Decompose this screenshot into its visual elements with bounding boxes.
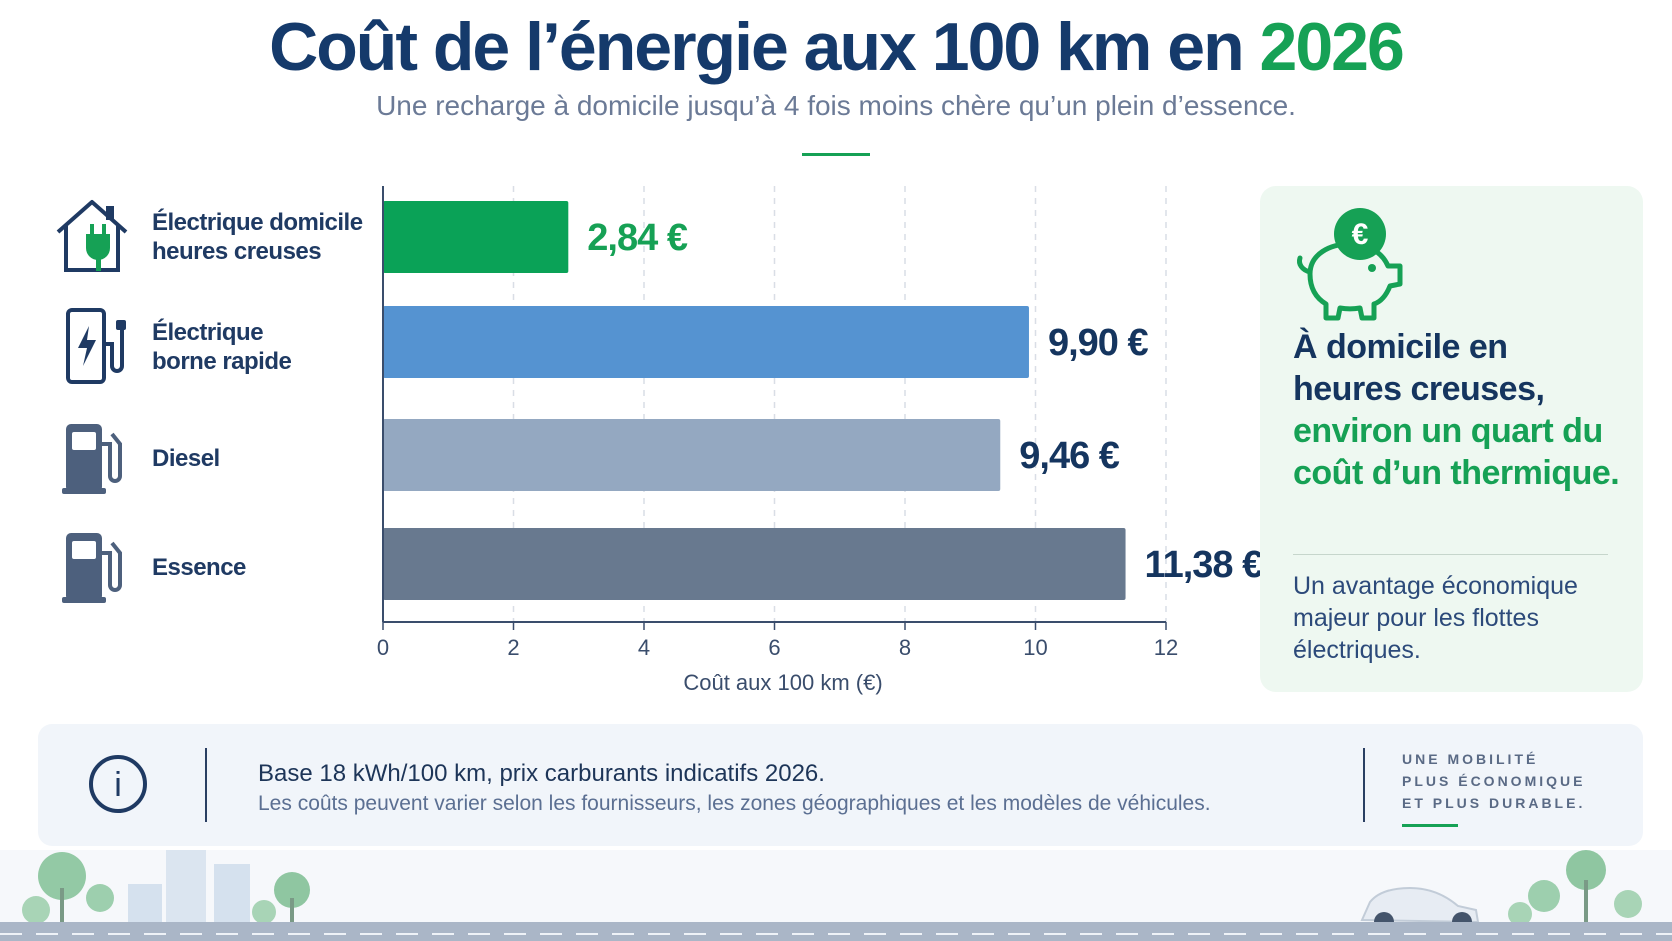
tree-icon	[86, 884, 114, 912]
piggy-bank-euro-icon: €	[1297, 208, 1403, 321]
svg-text:€: €	[1352, 218, 1369, 251]
category-essence: Essence	[52, 527, 372, 607]
bar-2	[383, 306, 1029, 378]
building-icon	[128, 884, 162, 924]
bar-value-label: 9,90 €	[1048, 322, 1149, 364]
info-separator	[205, 748, 207, 822]
bar-1	[383, 201, 569, 273]
title-main: Coût de l’énergie aux 100 km en	[269, 9, 1244, 85]
bar-4	[383, 528, 1126, 600]
category-label: Diesel	[152, 445, 220, 472]
tagline-separator	[1363, 748, 1365, 822]
category-electric-fast: Électrique borne rapide	[52, 306, 372, 386]
info-line-2: Les coûts peuvent varier selon les fourn…	[258, 792, 1211, 815]
building-icon	[214, 864, 250, 924]
car-icon	[1360, 886, 1480, 924]
bush-icon	[1614, 890, 1642, 918]
title-year: 2026	[1259, 9, 1405, 85]
page-title: Coût de l’énergie aux 100 km en 2026	[0, 8, 1672, 86]
tree-icon	[1566, 850, 1606, 890]
tree-icon	[38, 852, 86, 900]
bar-value-label: 9,46 €	[1019, 435, 1120, 477]
category-electric-home: Électrique domicile heures creuses	[52, 196, 372, 276]
highlight-heading: À domicile en heures creuses, environ un…	[1293, 328, 1620, 492]
building-icon	[166, 850, 206, 924]
highlight-card: € À domicile en heures creuses, environ …	[1260, 186, 1643, 692]
fuel-pump-icon	[62, 533, 122, 603]
house-plug-icon	[56, 200, 128, 272]
category-label: Électrique domicile heures creuses	[152, 209, 363, 265]
chart-bars	[383, 201, 1126, 600]
x-tick-label: 0	[377, 635, 389, 660]
bush-icon	[1508, 902, 1532, 926]
bush-icon	[22, 896, 50, 924]
tagline-underline	[1402, 824, 1458, 827]
x-tick-label: 10	[1023, 635, 1047, 660]
bush-icon	[252, 900, 276, 924]
fuel-pump-icon	[62, 424, 122, 494]
info-icon: i	[89, 755, 147, 813]
x-tick-label: 2	[507, 635, 519, 660]
x-tick-label: 4	[638, 635, 650, 660]
x-tick-label: 6	[768, 635, 780, 660]
road	[0, 922, 1672, 941]
title-underline	[802, 153, 870, 156]
category-label: Électrique borne rapide	[152, 319, 292, 375]
card-divider	[1293, 554, 1608, 555]
bar-value-label: 11,38 €	[1145, 544, 1264, 586]
charging-station-icon	[66, 308, 126, 384]
chart-axis: 0 2 4 6 8 10 12	[377, 186, 1178, 660]
tree-icon	[1528, 880, 1560, 912]
category-diesel: Diesel	[52, 418, 372, 498]
bar-3	[383, 419, 1001, 491]
x-tick-label: 12	[1154, 635, 1178, 660]
chart-value-labels: 2,84 € 9,90 € 9,46 € 11,38 €	[587, 217, 1264, 586]
bar-value-label: 2,84 €	[587, 217, 688, 259]
tree-icon	[274, 872, 310, 908]
info-note: i Base 18 kWh/100 km, prix carburants in…	[38, 724, 1643, 846]
x-tick-label: 8	[899, 635, 911, 660]
svg-text:i: i	[114, 766, 122, 804]
city-road-illustration	[0, 850, 1672, 941]
category-label: Essence	[152, 554, 246, 581]
tagline: UNE MOBILITÉ PLUS ÉCONOMIQUE ET PLUS DURAB…	[1402, 751, 1586, 811]
x-axis-label: Coût aux 100 km (€)	[683, 670, 882, 695]
highlight-body: Un avantage économique majeur pour les f…	[1293, 572, 1578, 664]
page-subtitle: Une recharge à domicile jusqu’à 4 fois m…	[376, 90, 1296, 121]
info-line-1: Base 18 kWh/100 km, prix carburants indi…	[258, 760, 825, 787]
